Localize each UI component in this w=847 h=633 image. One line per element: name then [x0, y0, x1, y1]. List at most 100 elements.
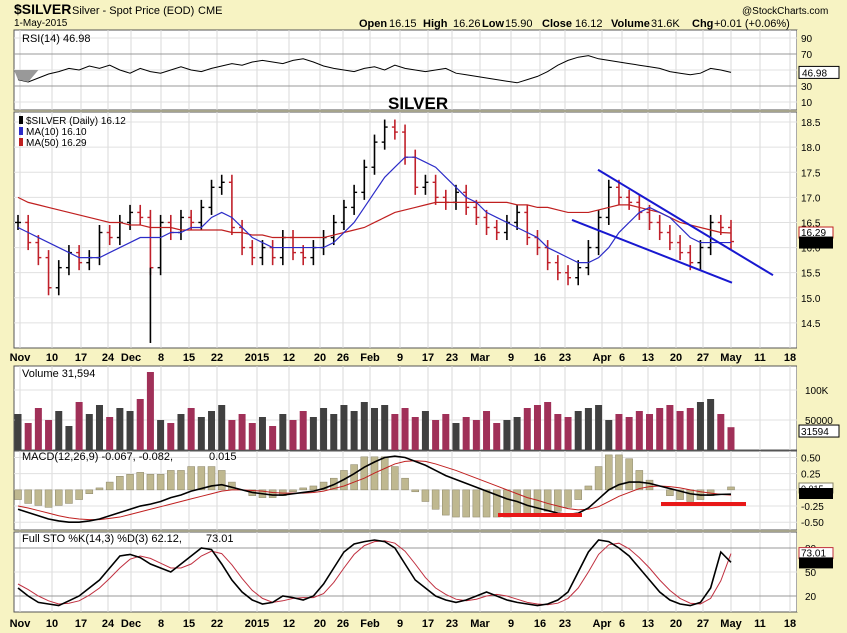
sto-d-value: 73.01 [801, 549, 826, 560]
volume-last-value: 31594 [801, 427, 829, 438]
sto-tick-label: 50 [805, 568, 817, 579]
macd-histogram-bar [666, 489, 674, 496]
volume-bar [75, 402, 83, 450]
volume-bar [340, 405, 348, 450]
macd-histogram-bar [360, 456, 369, 491]
macd-histogram-bar [472, 489, 481, 518]
volume-bar [45, 420, 53, 450]
x-tick-label: 23 [446, 352, 458, 364]
volume-bar [157, 420, 165, 450]
macd-histogram-bar [136, 472, 144, 491]
volume-last-box [798, 424, 840, 438]
x-tick-label: 10 [46, 352, 58, 364]
macd-histogram-bar [523, 489, 532, 514]
macd-histogram-bar [625, 458, 633, 491]
quote-volume-label: Volume [611, 18, 650, 30]
x-tick-label-bottom: May [720, 618, 742, 630]
volume-bar [483, 411, 491, 450]
x-tick-label: 9 [397, 352, 403, 364]
volume-tick-label: 50000 [805, 416, 833, 427]
volume-bar [635, 411, 643, 450]
quote-open-value: 16.15 [389, 18, 417, 30]
x-tick-label-bottom: Dec [121, 618, 141, 630]
volume-bar [95, 405, 103, 450]
quote-close-value: 16.12 [575, 18, 603, 30]
date: 1-May-2015 [14, 18, 68, 29]
price-tick-label: 16.0 [801, 244, 821, 255]
volume-bar [564, 417, 572, 450]
ma10-line [17, 156, 731, 264]
x-tick-label: 13 [642, 352, 654, 364]
rsi-last-value: 46.98 [802, 68, 827, 79]
sto-title: Full STO %K(14,3) %D(3) 62.12, [22, 533, 182, 545]
volume-bar [727, 427, 735, 450]
sto-d-legend: 73.01 [206, 533, 234, 545]
x-tick-label: 24 [102, 352, 115, 364]
volume-bar [513, 417, 521, 450]
macd-histogram-bar [421, 489, 430, 502]
x-tick-label-bottom: Mar [470, 618, 490, 630]
volume-bar [228, 420, 236, 450]
macd-histogram-bar [482, 489, 491, 518]
macd-histogram-bar [391, 466, 399, 491]
volume-bar [116, 408, 124, 450]
x-tick-label-bottom: 10 [46, 618, 58, 630]
volume-bar [279, 414, 287, 450]
quote-close-label: Close [542, 18, 572, 30]
price-legend-swatch [19, 127, 23, 135]
x-tick-label: 9 [508, 352, 514, 364]
x-tick-label: 16 [534, 352, 546, 364]
volume-bar [55, 411, 63, 450]
macd-last-box [799, 488, 833, 499]
volume-bar [656, 408, 664, 450]
volume-bar [258, 417, 266, 450]
price-tick-label: 18.0 [801, 143, 821, 154]
volume-bar [452, 423, 460, 450]
x-tick-label: 12 [283, 352, 295, 364]
macd-histogram-bar [503, 489, 511, 518]
volume-bar [360, 402, 368, 450]
price-tick-label: 15.5 [801, 269, 821, 280]
macd-histogram-bar [54, 489, 63, 506]
macd-histogram-bar [615, 454, 623, 491]
x-tick-label-bottom: 11 [754, 618, 766, 630]
price-last-box [799, 236, 833, 249]
price-tick-label: 15.0 [801, 294, 821, 305]
x-tick-label: Apr [593, 352, 613, 364]
x-tick-label-bottom: 23 [446, 618, 458, 630]
sto-tick-label: 20 [805, 592, 817, 603]
x-tick-label-bottom: 8 [158, 618, 164, 630]
x-tick-label-bottom: 17 [422, 618, 434, 630]
volume-bar [269, 426, 277, 450]
price-tick-label: 14.5 [801, 319, 821, 330]
volume-bar [299, 411, 307, 450]
macd-tick-label: 0.50 [801, 453, 821, 464]
rsi-title: RSI(14) 46.98 [22, 33, 90, 45]
price-tick-label: 16.5 [801, 218, 821, 229]
x-tick-label: 23 [559, 352, 571, 364]
x-tick-label-bottom: 23 [559, 618, 571, 630]
volume-bar [238, 414, 246, 450]
price-legend-entry: MA(50) 16.29 [26, 138, 87, 149]
macd-histogram-bar [564, 489, 572, 508]
macd-tick-label: 0.25 [801, 470, 821, 481]
macd-tick-label: -0.50 [801, 518, 824, 529]
volume-bar [615, 414, 623, 450]
right-axis-band [797, 30, 847, 612]
macd-histogram-bar [187, 466, 195, 491]
volume-bar [85, 414, 93, 450]
x-tick-label: Feb [360, 352, 380, 364]
macd-histogram-bar [686, 489, 695, 502]
macd-histogram-bar [605, 454, 613, 491]
quote-open-label: Open [359, 18, 387, 30]
volume-bar [686, 408, 694, 450]
wedge-lower-trendline [571, 219, 733, 284]
rsi-tick-label: 10 [801, 98, 813, 109]
volume-tick-label: 100K [805, 386, 829, 397]
rsi-line [17, 55, 732, 84]
quote-low-label: Low [482, 18, 504, 30]
volume-bar [421, 411, 429, 450]
description: Silver - Spot Price (EOD) [72, 5, 194, 17]
macd-histogram-bar [574, 489, 582, 500]
rsi-tick-label: 70 [801, 50, 813, 61]
